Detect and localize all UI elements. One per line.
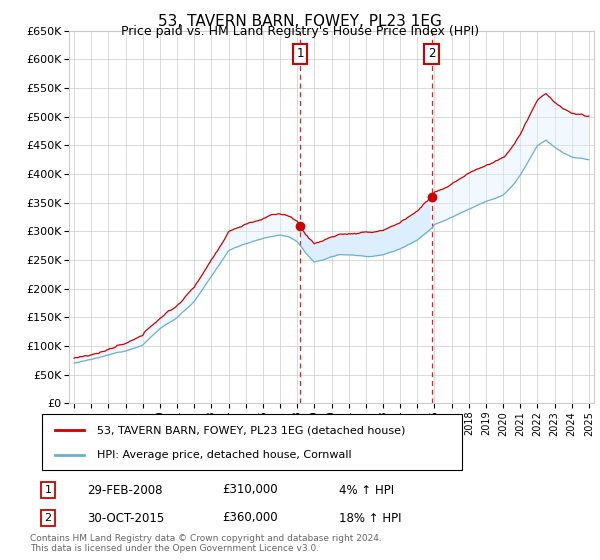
Text: 2: 2	[428, 47, 435, 60]
Text: 2: 2	[44, 513, 52, 523]
Text: £310,000: £310,000	[222, 483, 278, 497]
Text: 53, TAVERN BARN, FOWEY, PL23 1EG (detached house): 53, TAVERN BARN, FOWEY, PL23 1EG (detach…	[97, 425, 405, 435]
Text: 1: 1	[44, 485, 52, 495]
Text: £360,000: £360,000	[222, 511, 278, 525]
Text: Price paid vs. HM Land Registry's House Price Index (HPI): Price paid vs. HM Land Registry's House …	[121, 25, 479, 38]
Text: HPI: Average price, detached house, Cornwall: HPI: Average price, detached house, Corn…	[97, 450, 351, 460]
Text: 1: 1	[296, 47, 304, 60]
Text: 29-FEB-2008: 29-FEB-2008	[87, 483, 163, 497]
Text: Contains HM Land Registry data © Crown copyright and database right 2024.
This d: Contains HM Land Registry data © Crown c…	[30, 534, 382, 553]
Text: 4% ↑ HPI: 4% ↑ HPI	[339, 483, 394, 497]
FancyBboxPatch shape	[42, 414, 462, 470]
Text: 18% ↑ HPI: 18% ↑ HPI	[339, 511, 401, 525]
Text: 30-OCT-2015: 30-OCT-2015	[87, 511, 164, 525]
Text: 53, TAVERN BARN, FOWEY, PL23 1EG: 53, TAVERN BARN, FOWEY, PL23 1EG	[158, 14, 442, 29]
